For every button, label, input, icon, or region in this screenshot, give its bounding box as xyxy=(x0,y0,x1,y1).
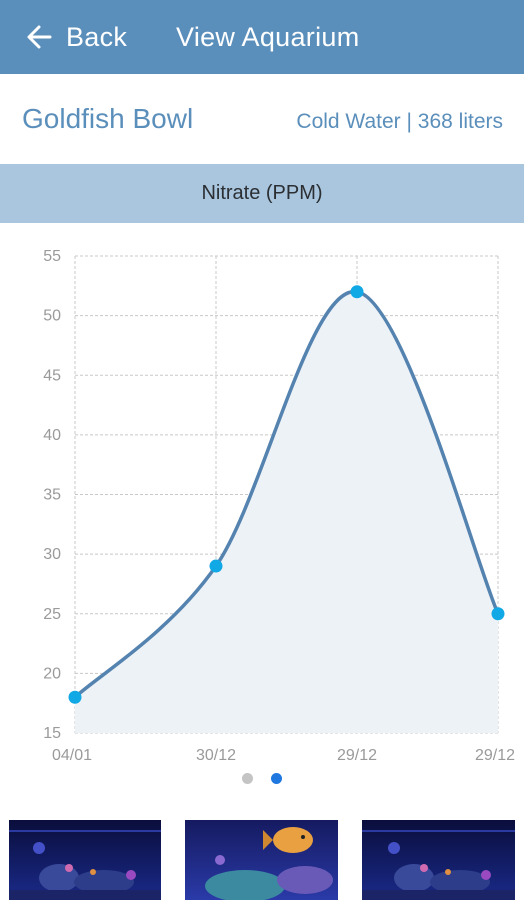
aquarium-photo-1 xyxy=(9,820,161,900)
series-line xyxy=(73,290,500,699)
y-tick-label: 50 xyxy=(43,308,61,325)
data-point xyxy=(350,285,364,299)
aquarium-meta: Cold Water | 368 liters xyxy=(296,110,503,133)
page-indicator xyxy=(0,773,524,789)
data-point xyxy=(68,690,82,704)
x-tick-label: 29/12 xyxy=(475,747,515,764)
y-tick-label: 35 xyxy=(43,487,61,504)
aquarium-header: Goldfish Bowl Cold Water | 368 liters xyxy=(0,74,524,164)
x-tick-label: 30/12 xyxy=(196,747,236,764)
nitrate-chart[interactable]: 15 20 25 30 35 40 45 50 55 04/01 30/12 29/12 29/12 xyxy=(0,223,524,773)
photo-thumbnail-1[interactable] xyxy=(9,820,161,900)
photo-thumbnail-3[interactable] xyxy=(362,820,515,900)
photo-thumbnail-2[interactable] xyxy=(185,820,338,900)
page-dot[interactable] xyxy=(242,773,253,784)
photo-strip xyxy=(0,820,524,900)
data-point xyxy=(491,607,505,621)
y-tick-label: 45 xyxy=(43,367,61,384)
y-tick-label: 20 xyxy=(43,665,61,682)
series-area xyxy=(75,291,498,733)
y-tick-label: 15 xyxy=(43,725,61,742)
aquarium-photo-2 xyxy=(185,820,338,900)
parameter-selector[interactable]: Nitrate (PPM) xyxy=(0,164,524,223)
chart-svg: 15 20 25 30 35 40 45 50 55 04/01 30/12 29/12 29/12 xyxy=(43,248,515,764)
y-tick-label: 25 xyxy=(43,606,61,623)
aquarium-photo-3 xyxy=(362,820,515,900)
data-point xyxy=(209,559,223,573)
back-label: Back xyxy=(66,21,128,52)
x-tick-label: 04/01 xyxy=(52,747,92,764)
arrow-left-icon xyxy=(27,25,52,49)
aquarium-name: Goldfish Bowl xyxy=(22,103,194,134)
x-tick-label: 29/12 xyxy=(337,747,377,764)
y-tick-label: 40 xyxy=(43,427,61,444)
y-tick-label: 30 xyxy=(43,546,61,563)
y-tick-label: 55 xyxy=(43,248,61,265)
page-dot[interactable] xyxy=(271,773,282,784)
top-navigation-bar: Back View Aquarium xyxy=(0,0,524,74)
back-button[interactable]: Back xyxy=(26,18,127,56)
parameter-title: Nitrate (PPM) xyxy=(201,182,323,204)
page-title: View Aquarium xyxy=(176,22,360,52)
